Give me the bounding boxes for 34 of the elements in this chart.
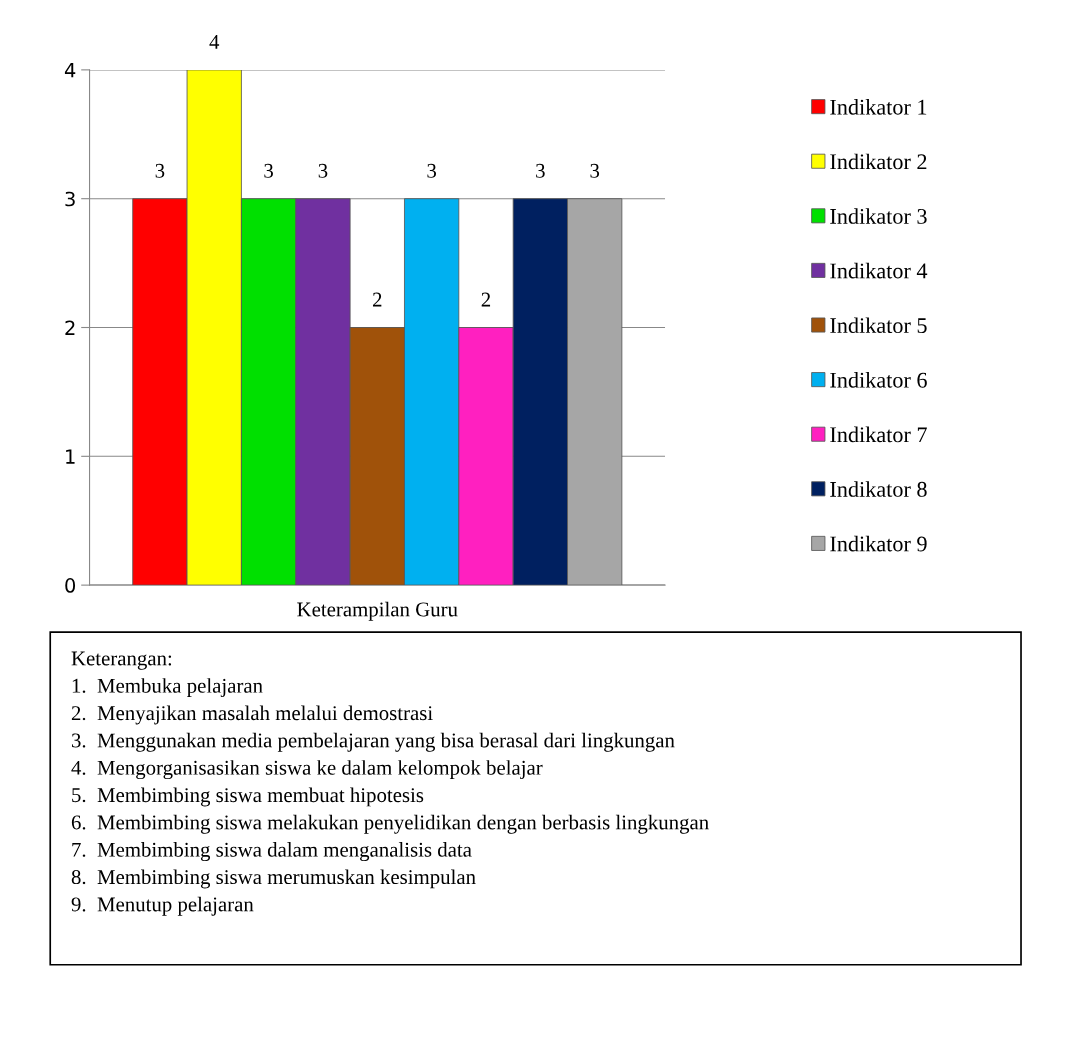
data-label: 4 bbox=[209, 35, 220, 49]
legend-label: Indikator 9 bbox=[830, 535, 927, 552]
y-tick-label: 3 bbox=[65, 191, 75, 207]
y-tick-label: 4 bbox=[64, 63, 76, 78]
legend-label: Indikator 4 bbox=[830, 262, 928, 279]
text: 4. Mengorganisasikan siswa ke dalam kelompok belajar bbox=[71, 760, 543, 780]
text: 6. Membimbing siswa melakukan penyelidikan dengan berbasis lingkungan bbox=[71, 814, 709, 834]
text: 8. Membimbing siswa merumuskan kesimpulan bbox=[71, 869, 476, 889]
data-label: 3 bbox=[536, 163, 545, 178]
legend-label: Indikator 5 bbox=[830, 317, 927, 334]
text: 7. Membimbing siswa dalam menganalisis data bbox=[72, 842, 472, 862]
legend-label: Indikator 6 bbox=[830, 372, 927, 388]
data-label: 2 bbox=[481, 292, 491, 307]
text: 1. Membuka pelajaran bbox=[72, 678, 263, 698]
legend-label: Indikator 8 bbox=[830, 481, 927, 497]
data-label: 3 bbox=[318, 163, 328, 178]
y-tick-label: 2 bbox=[65, 320, 75, 335]
y-tick-label: 0 bbox=[65, 578, 76, 593]
legend-label: Indikator 3 bbox=[830, 208, 927, 224]
text: 2. Menyajikan masalah melalui demostrasi bbox=[71, 705, 433, 725]
legend-label: Indikator 1 bbox=[830, 99, 927, 115]
legend-label: Indikator 7 bbox=[830, 426, 927, 443]
x-tick-label: Keterampilan Guru bbox=[297, 601, 458, 621]
data-label: 3 bbox=[264, 163, 273, 178]
data-label: 3 bbox=[590, 163, 600, 178]
data-label: 3 bbox=[427, 163, 437, 178]
data-label: 3 bbox=[155, 163, 165, 178]
y-tick-label: 1 bbox=[66, 449, 75, 464]
text: 5. Membimbing siswa membuat hipotesis bbox=[72, 787, 424, 807]
legend-label: Indikator 2 bbox=[830, 153, 927, 170]
text: Keterangan: bbox=[71, 651, 172, 670]
text: 3. Menggunakan media pembelajaran yang bisa berasal dari lingkungan bbox=[71, 732, 675, 752]
data-label: 2 bbox=[372, 292, 382, 307]
text: 9. Menutup pelajaran bbox=[71, 896, 254, 916]
